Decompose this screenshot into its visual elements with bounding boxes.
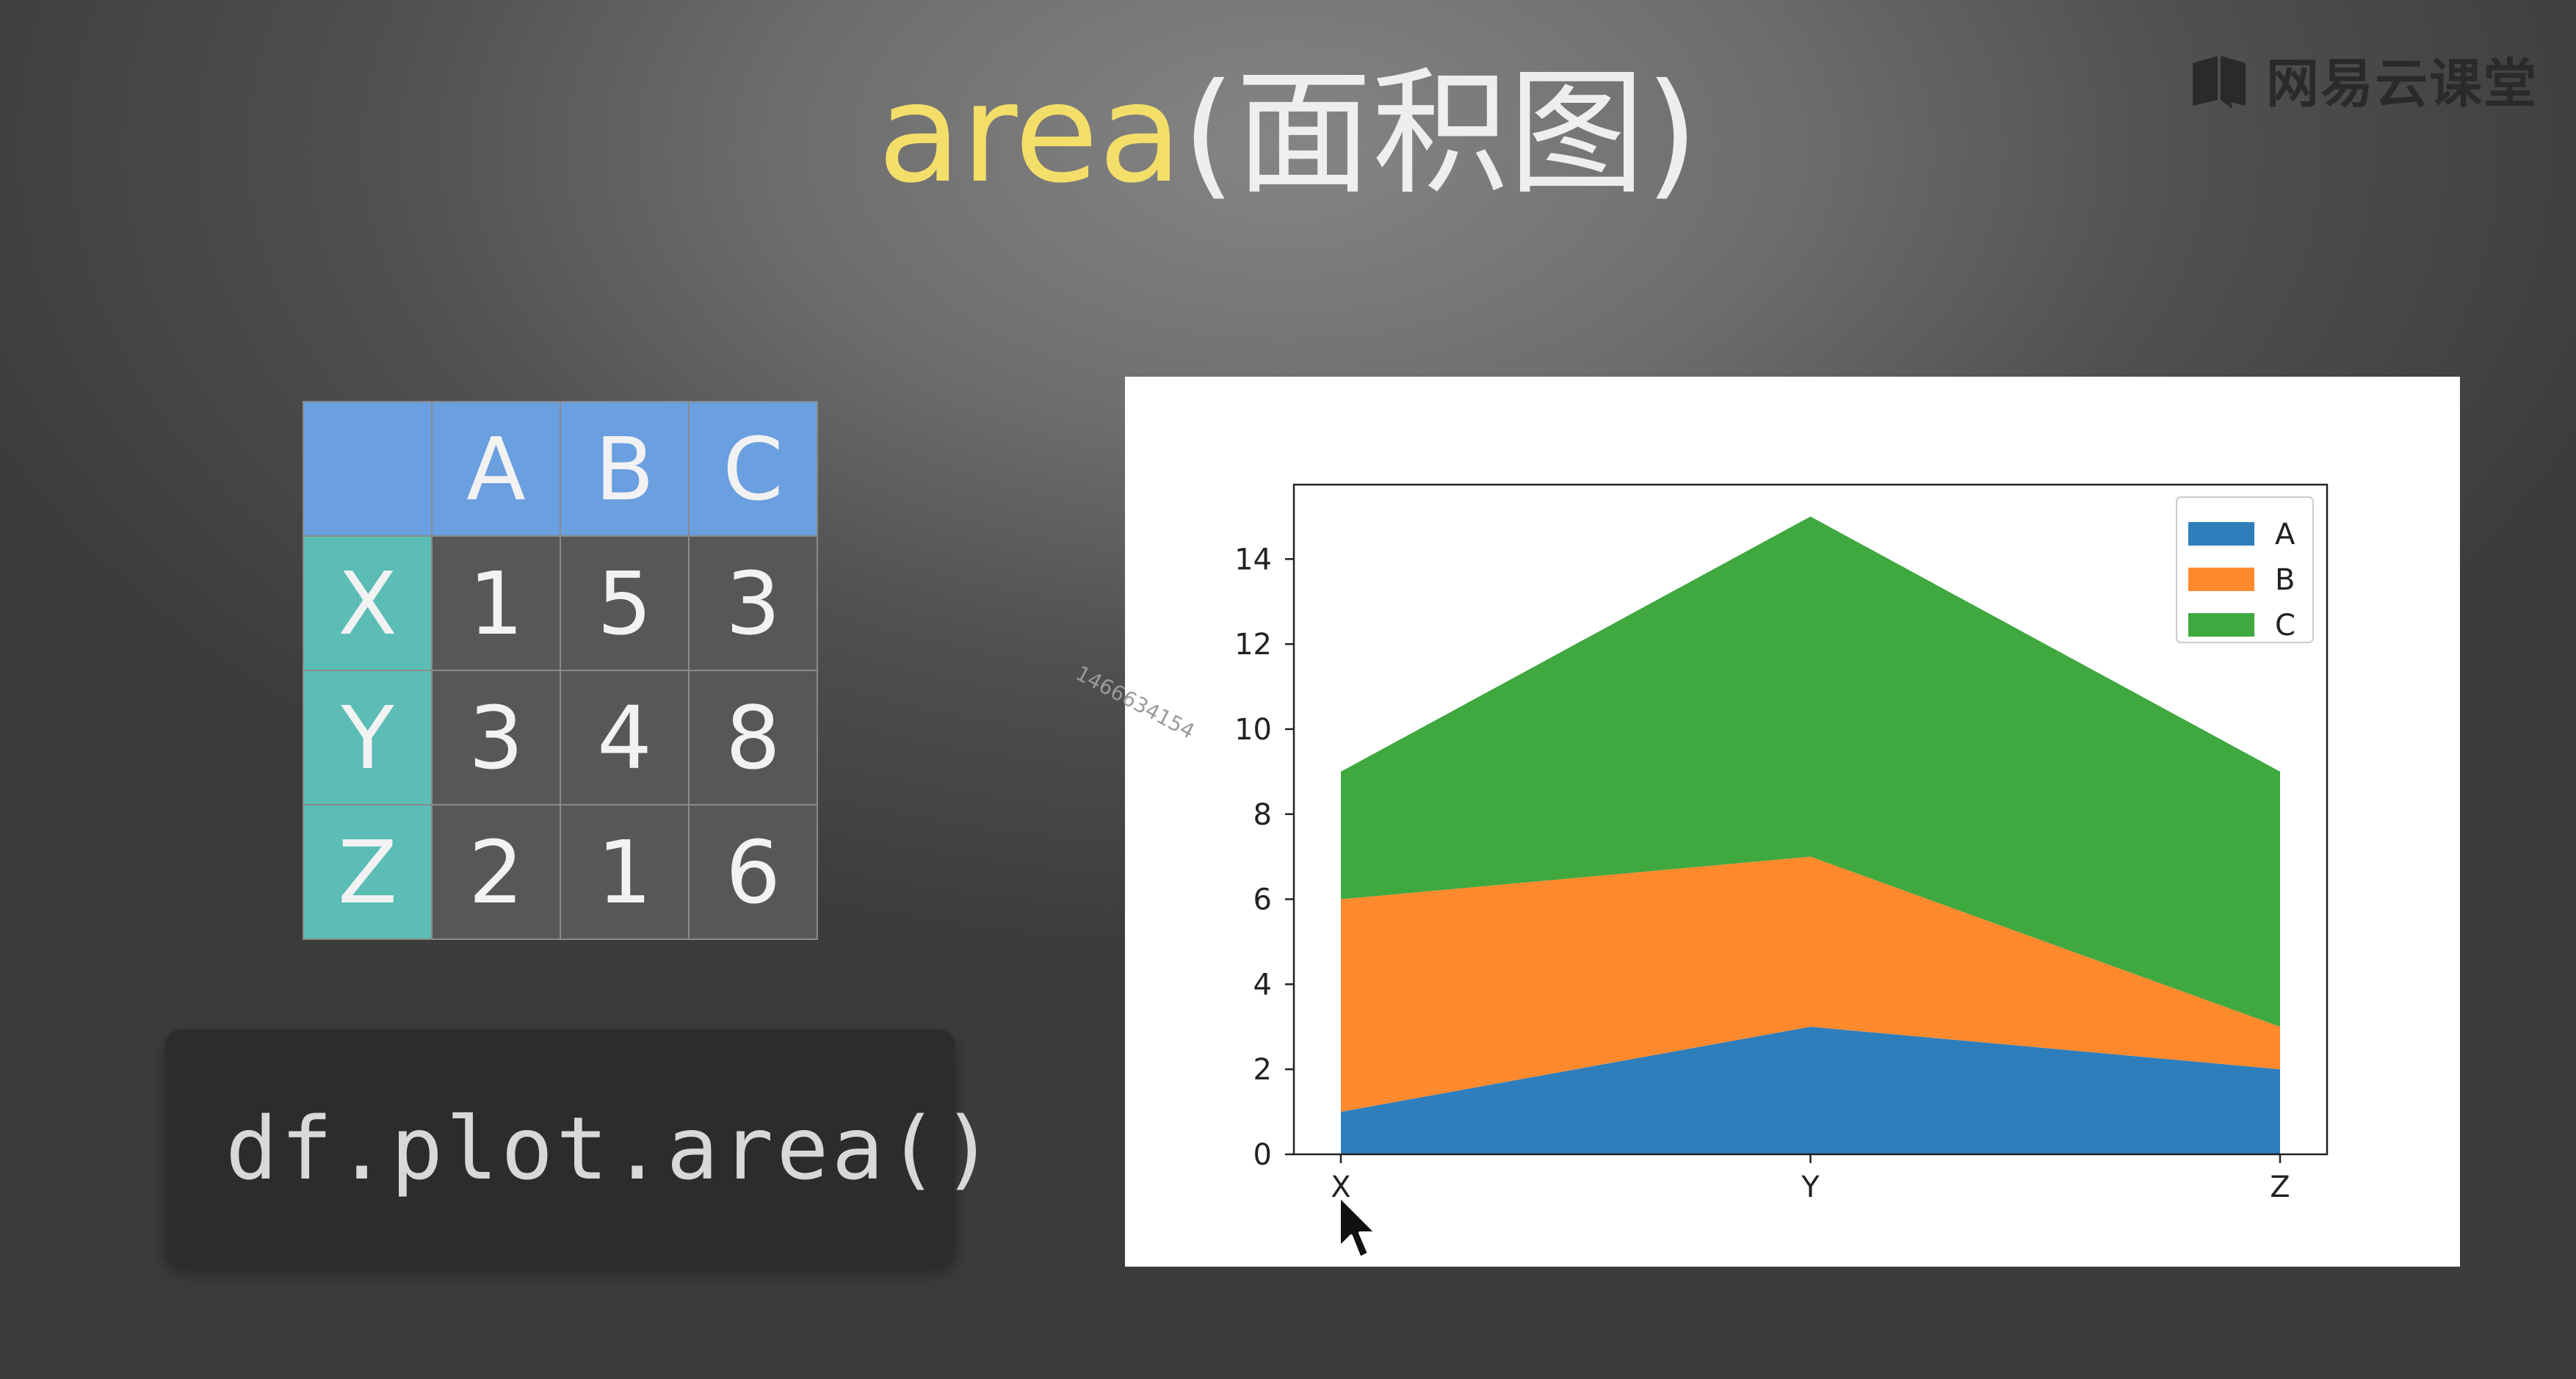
data-table: A B C X 1 5 3 Y 3 4 8 Z 2 1 6 bbox=[303, 401, 818, 940]
table-cell: 6 bbox=[688, 804, 818, 940]
y-tick-label: 4 bbox=[1253, 968, 1272, 1002]
brand-logo: 网易云课堂 bbox=[2188, 40, 2538, 117]
row-header: Y bbox=[303, 670, 433, 806]
table-row: Z 2 1 6 bbox=[303, 804, 818, 940]
table-cell: 3 bbox=[431, 670, 561, 806]
title-subtitle: (面积图) bbox=[1182, 54, 1698, 213]
column-header: A bbox=[431, 401, 561, 537]
mouse-cursor-icon bbox=[1338, 1195, 1378, 1259]
table-cell: 1 bbox=[560, 804, 690, 940]
legend-swatch-b bbox=[2188, 568, 2254, 591]
table-corner-cell bbox=[303, 401, 433, 537]
table-cell: 8 bbox=[688, 670, 818, 806]
row-header: X bbox=[303, 535, 433, 671]
y-tick-label: 14 bbox=[1234, 543, 1272, 576]
area-series-b bbox=[1341, 856, 2280, 1112]
legend-label: A bbox=[2275, 518, 2295, 551]
slide-title: area(面积图) bbox=[0, 51, 2576, 215]
title-keyword: area bbox=[878, 54, 1182, 213]
table-cell: 1 bbox=[431, 535, 561, 671]
area-series-a bbox=[1341, 1027, 2280, 1154]
x-tick-label: Y bbox=[1801, 1170, 1820, 1204]
y-tick-label: 10 bbox=[1234, 713, 1272, 747]
y-tick-label: 2 bbox=[1253, 1053, 1272, 1087]
table-row: Y 3 4 8 bbox=[303, 670, 818, 806]
y-tick-label: 8 bbox=[1253, 798, 1272, 832]
y-tick-label: 12 bbox=[1234, 628, 1272, 662]
table-header-row: A B C bbox=[303, 401, 818, 537]
code-block: df.plot.area() bbox=[165, 1029, 994, 1267]
table-row: X 1 5 3 bbox=[303, 535, 818, 671]
table-cell: 2 bbox=[431, 804, 561, 940]
legend-swatch-a bbox=[2188, 522, 2254, 546]
column-header: C bbox=[688, 401, 818, 537]
legend-label: B bbox=[2275, 563, 2295, 597]
table-cell: 5 bbox=[560, 535, 690, 671]
table-cell: 4 bbox=[560, 670, 690, 806]
legend-label: C bbox=[2275, 609, 2295, 643]
x-tick-label: Z bbox=[2270, 1170, 2290, 1204]
table-cell: 3 bbox=[688, 535, 818, 671]
chart-panel: 0 2 4 6 8 10 12 14 X Y Z A B C bbox=[1125, 377, 2460, 1267]
y-tick-label: 0 bbox=[1253, 1138, 1272, 1172]
row-header: Z bbox=[303, 804, 433, 940]
code-text: df.plot.area() bbox=[225, 1098, 997, 1199]
y-tick-label: 6 bbox=[1253, 883, 1272, 917]
book-icon bbox=[2193, 55, 2246, 109]
legend-swatch-c bbox=[2188, 613, 2254, 637]
column-header: B bbox=[560, 401, 690, 537]
brand-name: 网易云课堂 bbox=[2266, 53, 2539, 115]
